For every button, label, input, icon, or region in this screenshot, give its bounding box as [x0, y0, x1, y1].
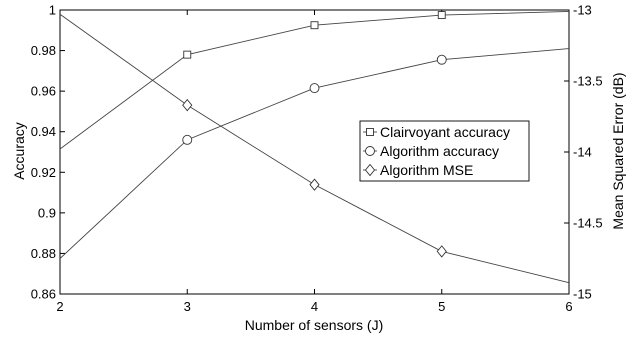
- x-tick-label: 3: [184, 299, 191, 314]
- legend-label-algorithm-accuracy: Algorithm accuracy: [380, 143, 499, 159]
- legend-marker-algorithm-accuracy: [365, 146, 375, 156]
- x-axis-title: Number of sensors (J): [245, 317, 383, 333]
- data-point-algorithm-mse: [436, 245, 447, 258]
- legend-label-algorithm-mse: Algorithm MSE: [380, 162, 473, 178]
- data-point-algorithm-accuracy: [182, 134, 193, 145]
- y-tick-label-right: -13.5: [573, 74, 603, 89]
- legend-label-clairvoyant-accuracy: Clairvoyant accuracy: [380, 124, 510, 140]
- data-point-algorithm-accuracy: [309, 83, 320, 94]
- data-point-algorithm-mse: [309, 178, 320, 191]
- y-tick-label-left: 0.88: [31, 246, 56, 261]
- x-tick-label: 5: [438, 299, 445, 314]
- y-tick-label-right: -14.5: [573, 216, 603, 231]
- legend-marker-algorithm-mse: [364, 163, 376, 177]
- x-tick-label: 4: [311, 299, 318, 314]
- y-tick-label-left: 0.96: [31, 84, 56, 99]
- y-tick-label-left: 0.86: [31, 287, 56, 302]
- y-tick-label-right: -15: [573, 287, 592, 302]
- y-tick-label-left: 1: [49, 3, 56, 18]
- data-point-clairvoyant-accuracy: [437, 11, 446, 20]
- y-axis-title-left: Accuracy: [11, 122, 27, 180]
- y-tick-label-left: 0.98: [31, 43, 56, 58]
- data-point-algorithm-mse: [182, 98, 193, 112]
- y-tick-label-left: 0.9: [38, 205, 56, 220]
- y-tick-label-left: 0.94: [31, 124, 56, 139]
- x-tick-label: 2: [56, 299, 63, 314]
- data-point-algorithm-accuracy: [436, 54, 447, 65]
- y-tick-label-right: -14: [573, 145, 592, 160]
- data-point-clairvoyant-accuracy: [183, 50, 192, 59]
- plot-area: [59, 9, 570, 295]
- y-tick-label-right: -13: [573, 3, 592, 18]
- y-axis-title-right: Mean Squared Error (dB): [610, 72, 626, 229]
- legend-box: [359, 120, 530, 182]
- series-group: [59, 10, 570, 284]
- x-tick-label: 6: [565, 299, 572, 314]
- legend-marker-clairvoyant-accuracy: [366, 128, 374, 136]
- legend: Clairvoyant accuracy Algorithm accuracy Al…: [359, 120, 530, 182]
- data-point-clairvoyant-accuracy: [310, 21, 319, 30]
- tick-labels: 2 3 4 5 6 0.86 0.88 0.9 0.92 0.94 0.96 0.98 1 -15 -14.…: [31, 3, 603, 315]
- y-tick-label-left: 0.92: [31, 165, 56, 180]
